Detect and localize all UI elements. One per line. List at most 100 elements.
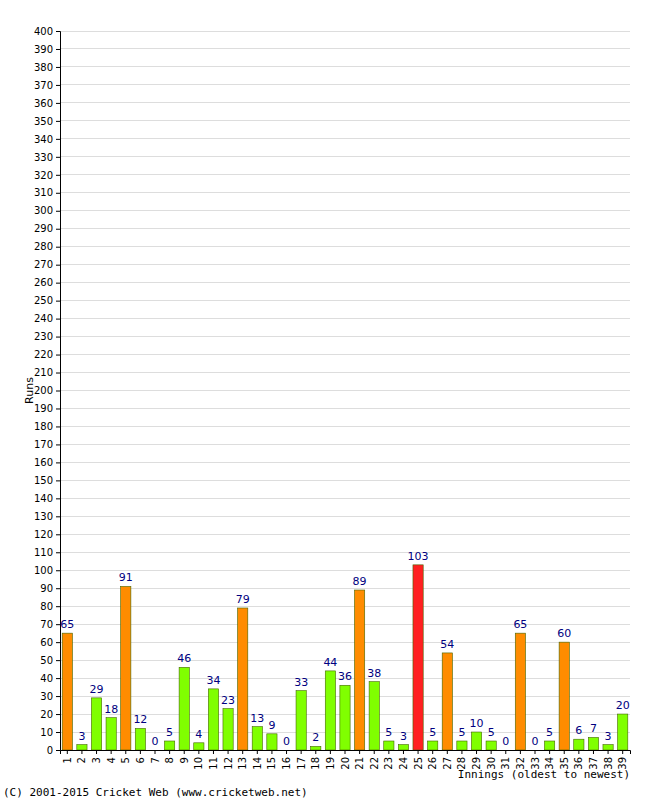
data-label: 89 xyxy=(353,575,367,588)
annotation: (C) 2001-2015 Cricket Web (www.cricketwe… xyxy=(3,786,308,799)
y-tick-label: 350 xyxy=(34,116,53,127)
x-tick-label: 21 xyxy=(354,757,365,770)
data-label: 0 xyxy=(283,735,290,748)
bar xyxy=(530,750,540,751)
x-tick: 16 xyxy=(281,750,292,770)
x-tick: 9 xyxy=(179,750,190,763)
y-tick-mark xyxy=(56,462,60,463)
x-tick-mark xyxy=(374,750,375,754)
bar xyxy=(501,750,511,751)
y-tick-label: 150 xyxy=(34,475,53,486)
grid-line xyxy=(60,246,630,247)
grid-line xyxy=(60,354,630,355)
y-tick: 160 xyxy=(34,457,60,468)
bar xyxy=(369,682,379,750)
y-tick: 310 xyxy=(34,187,60,198)
grid-line xyxy=(60,642,630,643)
y-tick-label: 360 xyxy=(34,98,53,109)
y-tick-mark xyxy=(56,211,60,212)
y-tick: 200 xyxy=(34,385,60,396)
data-label: 10 xyxy=(470,717,484,730)
y-tick: 390 xyxy=(34,44,60,55)
grid-line xyxy=(60,102,630,103)
data-label: 0 xyxy=(502,735,509,748)
x-tick-mark xyxy=(461,750,462,754)
y-tick: 370 xyxy=(34,80,60,91)
x-tick: 37 xyxy=(588,750,599,770)
data-label: 5 xyxy=(166,726,173,739)
data-label: 91 xyxy=(119,571,133,584)
bar xyxy=(457,741,467,750)
bar xyxy=(603,745,613,750)
x-tick-mark xyxy=(608,750,609,754)
bar xyxy=(135,728,145,750)
y-tick-mark xyxy=(56,373,60,374)
grid-line xyxy=(60,570,630,571)
bar xyxy=(238,608,248,750)
x-tick-mark xyxy=(67,750,68,754)
x-tick: 38 xyxy=(603,750,614,770)
grid-line xyxy=(60,336,630,337)
y-tick: 350 xyxy=(34,116,60,127)
y-tick-mark xyxy=(56,750,60,751)
bar xyxy=(559,642,569,750)
y-tick-label: 220 xyxy=(34,349,53,360)
x-tick-mark xyxy=(169,750,170,754)
bar xyxy=(150,750,160,751)
y-tick: 400 xyxy=(34,26,60,37)
data-label: 79 xyxy=(236,593,250,606)
y-tick: 260 xyxy=(34,277,60,288)
x-tick-mark xyxy=(125,750,126,754)
grid-line xyxy=(60,480,630,481)
y-tick: 240 xyxy=(34,313,60,324)
y-tick-label: 320 xyxy=(34,170,53,181)
x-tick-mark xyxy=(520,750,521,754)
x-tick-mark xyxy=(432,750,433,754)
grid-line xyxy=(60,372,630,373)
y-tick: 340 xyxy=(34,134,60,145)
data-label: 65 xyxy=(60,618,74,631)
grid-line xyxy=(60,318,630,319)
data-label: 5 xyxy=(546,726,553,739)
grid-line xyxy=(60,48,630,49)
data-labels: 6532918911205464342379139033244368938531… xyxy=(60,550,629,748)
y-tick-mark xyxy=(56,444,60,445)
data-label: 44 xyxy=(323,656,337,669)
bar xyxy=(355,590,365,750)
y-tick: 270 xyxy=(34,259,60,270)
y-tick-label: 30 xyxy=(40,691,53,702)
y-tick: 50 xyxy=(40,655,60,666)
y-tick: 130 xyxy=(34,511,60,522)
x-tick-label: 18 xyxy=(310,757,321,770)
x-tick-mark xyxy=(564,750,565,754)
data-label: 3 xyxy=(78,730,85,743)
data-label: 20 xyxy=(616,699,630,712)
x-tick-mark xyxy=(286,750,287,754)
bar xyxy=(340,685,350,750)
x-tick-mark xyxy=(228,750,229,754)
y-tick: 110 xyxy=(34,547,60,558)
x-tick: 21 xyxy=(354,750,365,770)
data-label: 38 xyxy=(367,667,381,680)
y-tick: 140 xyxy=(34,493,60,504)
data-label: 60 xyxy=(557,627,571,640)
y-tick: 20 xyxy=(40,709,60,720)
x-tick-label: 12 xyxy=(223,757,234,770)
x-tick: 13 xyxy=(237,750,248,770)
y-tick: 150 xyxy=(34,475,60,486)
x-tick: 22 xyxy=(369,750,380,770)
grid-line xyxy=(60,282,630,283)
y-tick: 220 xyxy=(34,349,60,360)
y-tick-mark xyxy=(56,480,60,481)
y-tick-label: 110 xyxy=(34,547,53,558)
y-tick: 60 xyxy=(40,637,60,648)
y-tick-mark xyxy=(56,301,60,302)
x-tick-label: 25 xyxy=(413,757,424,770)
y-tick-label: 10 xyxy=(40,727,53,738)
x-tick: 33 xyxy=(530,750,541,770)
grid-line xyxy=(60,174,630,175)
bar xyxy=(62,633,72,750)
y-tick: 290 xyxy=(34,223,60,234)
x-tick-mark xyxy=(155,750,156,754)
x-tick-mark xyxy=(330,750,331,754)
